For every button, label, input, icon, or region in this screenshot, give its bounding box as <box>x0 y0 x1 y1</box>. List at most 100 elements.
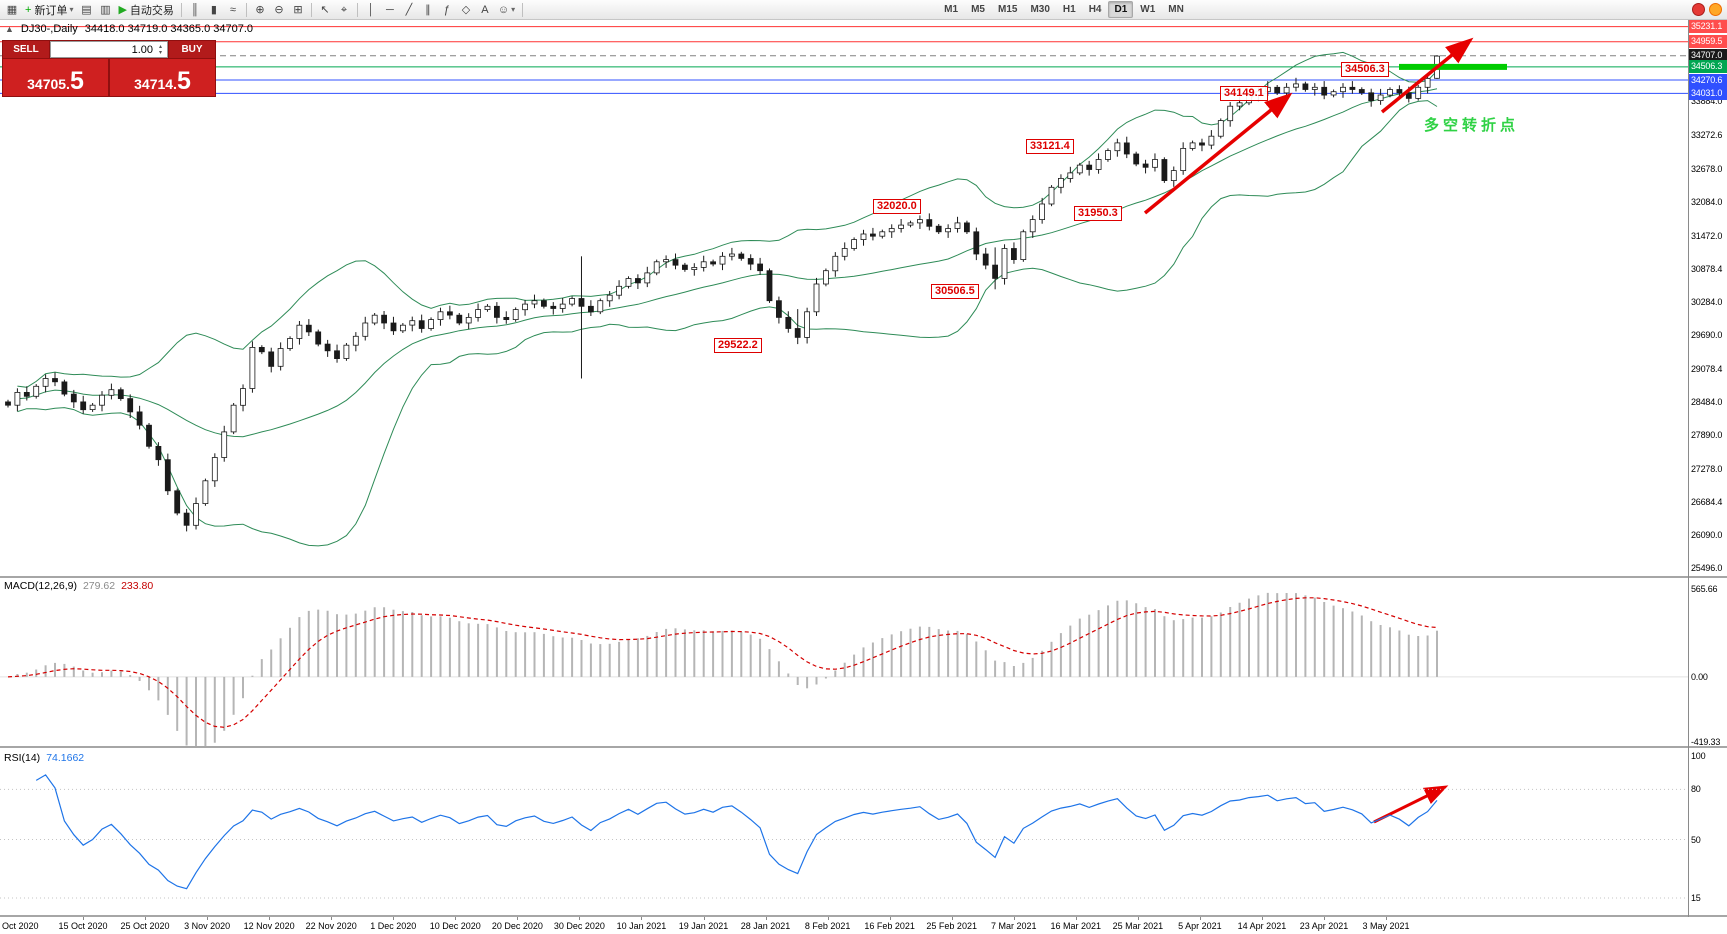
text-label-button[interactable]: A <box>476 1 494 19</box>
sell-price-display[interactable]: 34705. 5 <box>3 59 108 96</box>
time-axis-tick <box>827 917 829 920</box>
sell-button[interactable]: SELL <box>3 41 49 58</box>
chart-symbol-label: DJ30-,Daily <box>20 23 78 35</box>
price-tag: 34031.0 <box>1689 86 1727 100</box>
horizontal-line-icon: ─ <box>386 3 394 16</box>
volume-field[interactable]: 1.00 ▴ ▾ <box>50 41 168 58</box>
timeframe-button-M15[interactable]: M15 <box>997 4 1018 15</box>
text-label-icon: A <box>481 3 489 16</box>
sell-price-pip: 5 <box>69 67 84 95</box>
main-chart-canvas[interactable] <box>0 20 1688 577</box>
rsi-name: RSI(14) <box>4 752 41 764</box>
timeframe-button-D1[interactable]: D1 <box>1108 1 1134 18</box>
fibonacci-button[interactable]: ƒ <box>438 1 456 19</box>
time-axis-tick <box>951 917 953 920</box>
vertical-line-icon: │ <box>367 3 375 16</box>
time-axis-label: 25 Oct 2020 <box>120 921 170 931</box>
time-axis-tick <box>393 917 395 920</box>
timeframe-button-M1[interactable]: M1 <box>944 4 959 15</box>
stepper-down-icon[interactable]: ▾ <box>158 49 162 56</box>
new-order-button-label: 新订单 <box>34 4 68 17</box>
one-click-trading-panel: SELL 1.00 ▴ ▾ BUY 34705. 5 34714. 5 <box>2 40 216 97</box>
channel-button[interactable]: ∥ <box>419 1 437 19</box>
buy-price-display[interactable]: 34714. 5 <box>110 59 215 96</box>
time-axis-label: 5 Apr 2021 <box>1178 921 1222 931</box>
fibonacci-icon: ƒ <box>443 3 450 16</box>
panel-splitter[interactable] <box>0 746 1727 748</box>
line-chart-button[interactable]: ≈ <box>224 1 242 19</box>
toolbar-badges <box>1692 3 1722 16</box>
zoom-out-button[interactable]: ⊖ <box>270 1 288 19</box>
price-tag: 34506.3 <box>1689 60 1727 74</box>
price-axis-tick: 26090.0 <box>1691 529 1723 540</box>
notification-badge-icon[interactable] <box>1692 3 1705 16</box>
price-tag: 34270.6 <box>1689 73 1727 87</box>
time-axis-label: Oct 2020 <box>2 921 39 931</box>
time-axis-label: 30 Dec 2020 <box>553 921 605 931</box>
chevron-down-icon[interactable]: ▾ <box>511 5 516 14</box>
stepper-up-icon[interactable]: ▴ <box>158 43 162 50</box>
chevron-down-icon[interactable]: ▾ <box>69 5 74 14</box>
channel-icon: ∥ <box>425 3 431 16</box>
line-chart-icon: ≈ <box>229 3 236 16</box>
timeframe-button-H1[interactable]: H1 <box>1062 4 1076 15</box>
horizontal-line-button[interactable]: ─ <box>381 1 399 19</box>
rsi-axis-label: 50 <box>1691 834 1701 845</box>
price-annotation: 29522.2 <box>714 338 762 353</box>
market-watch-button[interactable]: ▥ <box>96 1 114 19</box>
timeframe-button-H4[interactable]: H4 <box>1088 4 1102 15</box>
time-axis-label: 25 Mar 2021 <box>1112 921 1164 931</box>
bar-chart-button[interactable]: ║ <box>186 1 204 19</box>
timeframe-button-W1[interactable]: W1 <box>1140 4 1156 15</box>
price-axis-tick: 27278.0 <box>1691 463 1723 474</box>
price-axis-tick: 30284.0 <box>1691 296 1723 307</box>
buy-price-main: 34714. <box>134 76 177 92</box>
time-axis-tick <box>703 917 705 920</box>
zoom-in-button[interactable]: ⊕ <box>251 1 269 19</box>
time-axis-tick <box>1013 917 1015 920</box>
price-axis: 33884.0 33272.6 32678.0 32084.0 31472.0 30878… <box>1689 0 1727 934</box>
price-axis-tick: 30878.4 <box>1691 263 1723 274</box>
auto-trading-button[interactable]: ▶ 自动交易 <box>115 1 176 19</box>
candle-chart-button[interactable]: ▮ <box>205 1 223 19</box>
shapes-button[interactable]: ◇ <box>457 1 475 19</box>
sell-price-main: 34705. <box>27 76 70 92</box>
chart-list-icon: ▤ <box>81 3 92 16</box>
price-annotation: 33121.4 <box>1026 139 1074 154</box>
panel-splitter[interactable] <box>0 915 1727 917</box>
time-axis-tick <box>207 917 209 920</box>
timeframe-button-MN[interactable]: MN <box>1168 4 1184 15</box>
trendline-button[interactable]: ╱ <box>400 1 418 19</box>
timeframe-button-M30[interactable]: M30 <box>1030 4 1050 15</box>
tile-windows-button[interactable]: ⊞ <box>289 1 307 19</box>
time-axis-tick <box>1199 917 1201 920</box>
cursor-button[interactable]: ↖ <box>316 1 334 19</box>
arrows-button[interactable]: ☺ ▾ <box>495 1 518 19</box>
new-order-button[interactable]: + 新订单 ▾ <box>22 1 76 19</box>
price-annotation: 34149.1 <box>1220 86 1268 101</box>
volume-value[interactable]: 1.00 <box>131 43 153 56</box>
macd-name: MACD(12,26,9) <box>4 580 77 592</box>
time-axis-label: 19 Jan 2021 <box>678 921 729 931</box>
panel-splitter[interactable] <box>0 576 1727 578</box>
timeframe-button-M5[interactable]: M5 <box>971 4 985 15</box>
price-tag: 34707.0 <box>1689 49 1727 63</box>
arrows-icon: ☺ <box>497 3 510 16</box>
time-axis-label: 23 Apr 2021 <box>1299 921 1349 931</box>
buy-button[interactable]: BUY <box>169 41 215 58</box>
chart-list-button[interactable]: ▤ <box>77 1 95 19</box>
macd-value-main: 279.62 <box>82 580 116 592</box>
vertical-line-button[interactable]: │ <box>362 1 380 19</box>
crosshair-button[interactable]: ⌖ <box>335 1 353 19</box>
volume-stepper[interactable]: ▴ ▾ <box>155 42 166 57</box>
rsi-axis-label: 80 <box>1691 784 1701 795</box>
rsi-panel-canvas[interactable] <box>0 749 1688 917</box>
new-chart-button[interactable]: ▦ <box>3 1 21 19</box>
community-badge-icon[interactable] <box>1709 3 1722 16</box>
time-axis-label: 12 Nov 2020 <box>243 921 295 931</box>
time-axis-tick <box>579 917 581 920</box>
price-axis-tick: 27890.0 <box>1691 429 1723 440</box>
macd-panel-canvas[interactable] <box>0 577 1688 747</box>
price-axis-tick: 32084.0 <box>1691 196 1723 207</box>
toolbar-separator <box>356 2 358 17</box>
